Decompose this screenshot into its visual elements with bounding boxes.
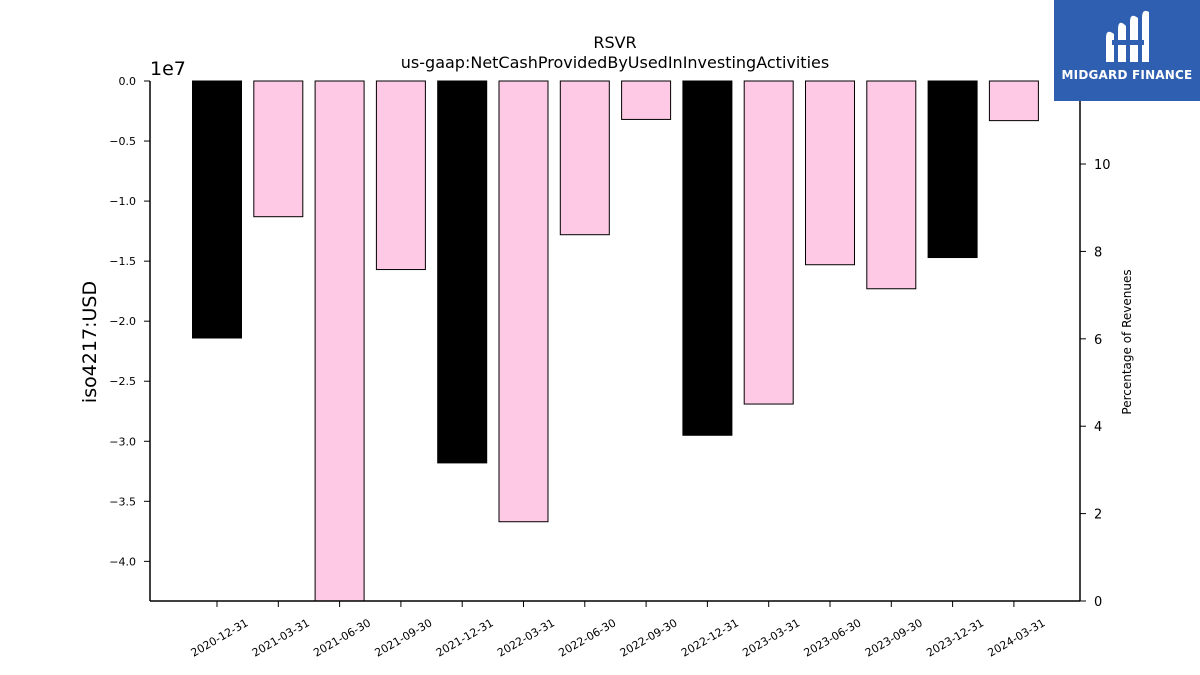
y-axis-label: iso4217:USD: [79, 281, 101, 403]
x-tick-label: 2024-03-31: [986, 616, 1048, 659]
x-tick-label: 2023-03-31: [740, 616, 802, 659]
chart-title: RSVR: [593, 33, 636, 52]
bar-2021-12-31: [437, 80, 488, 464]
x-tick-label: 2021-09-30: [373, 616, 435, 659]
bar-2022-03-31: [498, 80, 549, 523]
bar-2022-09-30: [621, 80, 672, 120]
chart-subtitle: us-gaap:NetCashProvidedByUsedInInvesting…: [401, 53, 829, 72]
bar-2021-06-30: [314, 80, 365, 602]
x-tick-label: 2022-06-30: [556, 616, 618, 659]
bar-2022-12-31: [682, 80, 733, 436]
bar-2020-12-31: [192, 80, 242, 339]
midgard-finance-logo: MIDGARD FINANCE: [1054, 0, 1200, 101]
y2-tick-label: 2: [1094, 508, 1102, 523]
bars-group: [192, 80, 1039, 602]
bar-2023-03-31: [743, 80, 794, 405]
y2-tick-label: 6: [1094, 333, 1102, 348]
logo-text: MIDGARD FINANCE: [1061, 68, 1193, 82]
y2-tick-label: 0: [1094, 595, 1102, 610]
y2-tick-label: 4: [1094, 420, 1102, 435]
x-tick-label: 2020-12-31: [189, 616, 251, 659]
y2-axis-label: Percentage of Revenues: [1120, 269, 1134, 414]
x-tick-label: 2021-12-31: [434, 616, 496, 659]
bar-2023-09-30: [866, 80, 917, 290]
y-tick-label: −0.5: [109, 135, 136, 148]
y-tick-label: −4.0: [109, 555, 136, 568]
bar-2021-03-31: [253, 80, 304, 218]
bar-2023-12-31: [927, 80, 978, 259]
y-tick-label: −1.0: [109, 195, 136, 208]
y-tick-label: −3.5: [109, 495, 136, 508]
x-tick-label: 2022-09-30: [618, 616, 680, 659]
y-tick-label: −2.5: [109, 375, 136, 388]
x-tick-label: 2022-03-31: [495, 616, 557, 659]
y-tick-label: −3.0: [109, 435, 136, 448]
y-tick-label: 0.0: [119, 75, 137, 88]
bar-2023-06-30: [805, 80, 855, 266]
y2-tick-label: 8: [1094, 245, 1102, 260]
y2-tick-label: 10: [1094, 158, 1111, 173]
y-offset-label: 1e7: [150, 58, 186, 80]
bar-2022-06-30: [559, 80, 610, 236]
x-tick-label: 2021-06-30: [311, 616, 373, 659]
bar-2024-03-31: [988, 80, 1039, 122]
x-tick-label: 2021-03-31: [250, 616, 312, 659]
y-tick-label: −2.0: [109, 315, 136, 328]
x-tick-label: 2022-12-31: [679, 616, 741, 659]
logo-mark-icon: [1106, 10, 1149, 62]
x-tick-label: 2023-06-30: [802, 616, 864, 659]
y-tick-label: −1.5: [109, 255, 136, 268]
x-tick-label: 2023-12-31: [924, 616, 986, 659]
x-tick-label: 2023-09-30: [863, 616, 925, 659]
bar-2021-09-30: [375, 80, 426, 271]
